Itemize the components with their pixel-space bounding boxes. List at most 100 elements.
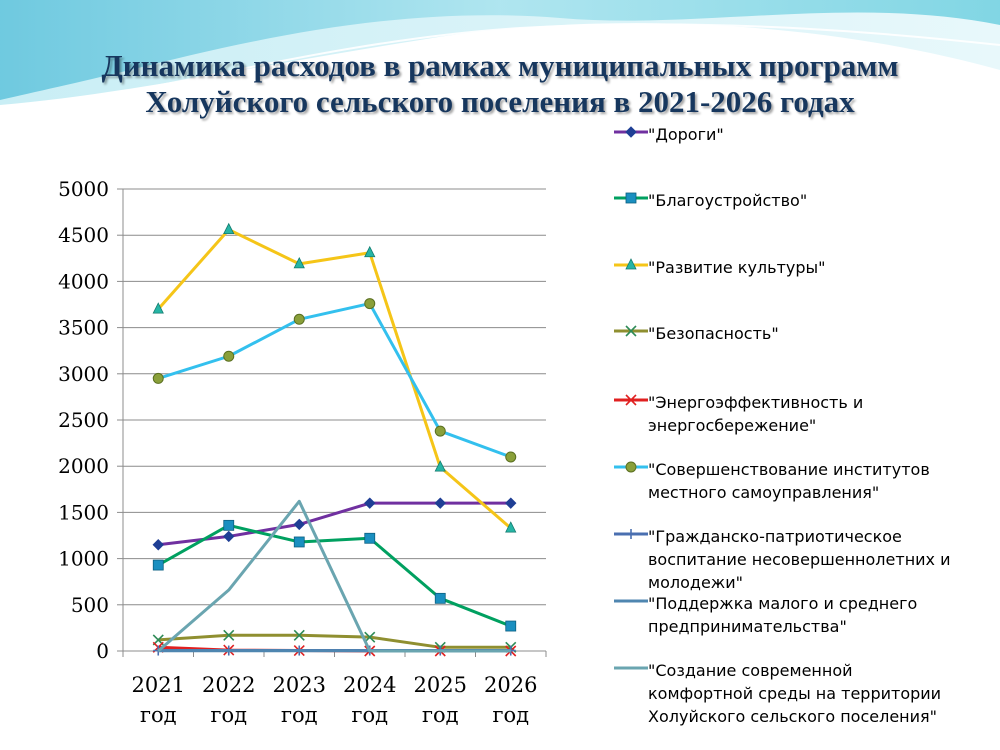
data-point-circle [152, 372, 164, 384]
series-line [157, 228, 512, 530]
y-tick-label: 0 [96, 639, 109, 663]
header-wave-line [0, 23, 1000, 113]
data-point-triangle [293, 256, 305, 269]
y-tick-label: 5000 [58, 177, 109, 201]
x-tick-label-line: год [351, 703, 388, 727]
chart-title-line-2: Холуйского сельского поселения в 2021-20… [145, 84, 855, 119]
data-point-x [625, 394, 637, 406]
series-line [158, 633, 511, 649]
legend-swatch [614, 258, 648, 270]
data-point-square [434, 592, 446, 604]
data-point-square [364, 532, 376, 544]
legend-label-line: комфортной среды на территории [648, 684, 942, 703]
x-tick-label-line: 2022 [202, 673, 255, 697]
legend-swatch [614, 394, 648, 406]
y-tick-label: 500 [71, 593, 109, 617]
y-tick-label: 4500 [58, 223, 109, 247]
x-tick-label: 2026 год [484, 673, 537, 727]
legend-label: "Создание современной комфортной среды на… [648, 659, 988, 728]
y-tick-label: 2500 [58, 408, 109, 432]
legend-label: "Безопасность" [648, 322, 988, 345]
data-point-square [625, 192, 637, 204]
y-tick-label: 4000 [58, 269, 109, 293]
series-0 [152, 497, 517, 551]
x-tick-label: 2021 год [132, 673, 185, 727]
data-point-diamond [293, 518, 305, 531]
x-tick-label: 2023 год [273, 673, 326, 727]
series-line [158, 501, 511, 547]
series-line [157, 302, 512, 459]
legend-label: "Развитие культуры" [648, 256, 988, 279]
series-group [152, 222, 517, 657]
legend-label-line: "Дороги" [648, 125, 724, 144]
legend-swatch [614, 461, 648, 473]
gridlines [123, 188, 546, 652]
data-point-diamond [505, 497, 517, 509]
legend-label-line: "Создание современной [648, 661, 853, 680]
legend-label-line: энергосбережение" [648, 416, 817, 435]
data-point-square [152, 559, 164, 571]
legend-label: "Совершенствование институтов местного са… [648, 458, 988, 504]
data-point-square [505, 620, 517, 632]
legend-swatch [614, 529, 648, 539]
data-point-square [293, 536, 305, 548]
legend-label: "Дороги" [648, 123, 988, 146]
legend-label-line: "Безопасность" [648, 324, 779, 343]
data-point-circle [625, 461, 637, 473]
series-1 [152, 519, 517, 632]
data-point-circle [505, 451, 517, 463]
legend-label: "Благоустройство" [648, 189, 988, 212]
legend-label-line: "Поддержка малого и среднего [648, 594, 918, 613]
chart-title-line-1: Динамика расходов в рамках муниципальных… [101, 48, 899, 83]
legend-label-line: местного самоуправления" [648, 483, 880, 502]
x-tick-label: 2025 год [414, 673, 467, 727]
x-tick-label-line: год [422, 703, 459, 727]
legend-label-line: "Гражданско-патриотическое [648, 527, 902, 546]
chart-title: Динамика расходов в рамках муниципальных… [0, 48, 1000, 120]
data-point-triangle [223, 222, 235, 235]
x-tick-label-line: год [210, 703, 247, 727]
data-point-diamond [364, 497, 376, 509]
x-tick-label-line: 2024 [343, 673, 396, 697]
data-point-triangle [152, 302, 164, 314]
data-point-triangle [364, 245, 376, 258]
data-point-circle [293, 313, 305, 325]
y-tick-label: 2000 [58, 454, 109, 478]
y-tick-label: 1500 [58, 500, 109, 524]
data-point-diamond [434, 497, 446, 509]
data-point-diamond [223, 530, 235, 543]
legend-label-line: воспитание несовершеннолетних и [648, 550, 951, 569]
legend-swatch [614, 126, 648, 138]
legend-label-line: "Благоустройство" [648, 191, 808, 210]
data-point-square [223, 519, 235, 531]
series-2 [152, 222, 517, 533]
y-axis: 0 500 1000 1500 2000 2500 3000 3500 4000 4500 5000 [58, 177, 124, 663]
header-wave-front [0, 0, 1000, 100]
x-tick-label: 2022 год [202, 673, 255, 727]
legend-label-line: "Энергоэффективность и [648, 393, 864, 412]
legend-swatch [614, 599, 648, 603]
y-tick-label: 1000 [58, 547, 109, 571]
data-point-circle [223, 350, 235, 362]
legend-label: "Гражданско-патриотическое воспитание нес… [648, 525, 988, 594]
x-tick-label-line: год [140, 703, 177, 727]
data-point-circle [434, 425, 446, 437]
legend-label-line: "Совершенствование институтов [648, 460, 930, 479]
data-point-triangle [625, 258, 637, 270]
data-point-x [293, 629, 305, 641]
data-point-circle [364, 298, 376, 310]
legend-swatch [614, 192, 648, 204]
x-tick-label-line: 2025 [414, 673, 467, 697]
series-line [157, 523, 512, 628]
series-5 [152, 298, 517, 463]
legend-label: "Энергоэффективность и энергосбережение" [648, 391, 988, 437]
series-line [157, 499, 511, 653]
x-axis: 2021 год 2022 год 2023 год 2024 год 2025 год 2026 г… [122, 650, 547, 727]
legend-label-line: Холуйского сельского поселения" [648, 707, 938, 726]
y-tick-label: 3000 [58, 362, 109, 386]
y-tick-label: 3500 [58, 316, 109, 340]
x-tick-label-line: год [281, 703, 318, 727]
x-tick-label-line: 2021 [132, 673, 185, 697]
data-point-x [223, 629, 235, 641]
